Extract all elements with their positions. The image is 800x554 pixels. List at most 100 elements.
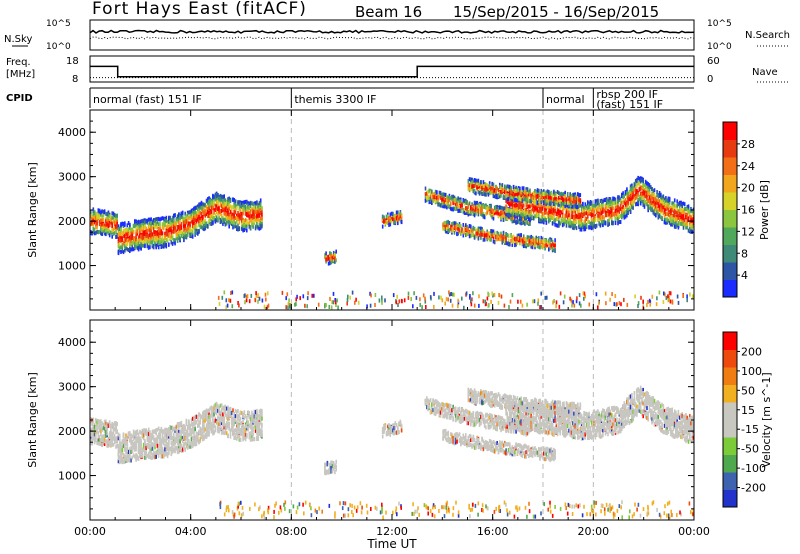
scatter-cell [605, 301, 607, 306]
scatter-cell [473, 226, 476, 231]
scatter-cell [623, 207, 626, 212]
scatter-cell [504, 190, 506, 195]
scatter-cell [667, 197, 670, 202]
scatter-cell [141, 229, 144, 234]
scatter-cell [616, 203, 618, 208]
scatter-cell [229, 217, 232, 222]
scatter-cell [544, 195, 546, 200]
scatter-cell [558, 191, 560, 196]
scatter-cell [238, 202, 241, 207]
scatter-cell [122, 230, 125, 235]
scatter-cell [676, 207, 678, 211]
scatter-cell [252, 215, 254, 220]
scatter-cell [585, 204, 588, 209]
scatter-cell [486, 233, 488, 238]
scatter-cell [570, 223, 573, 228]
scatter-cell [571, 199, 574, 204]
scatter-cell [660, 193, 662, 198]
scatter-cell [219, 196, 222, 201]
scatter-cell [456, 232, 458, 237]
scatter-cell [510, 212, 512, 217]
scatter-cell [658, 204, 661, 209]
scatter-cell [499, 212, 501, 217]
scatter-cell [500, 210, 502, 215]
scatter-cell [643, 183, 646, 188]
scatter-cell [137, 219, 140, 224]
scatter-cell [512, 234, 515, 239]
scatter-cell [461, 203, 463, 208]
scatter-cell [522, 203, 525, 208]
scatter-cell [551, 193, 554, 198]
scatter-cell [193, 215, 195, 220]
scatter-cell [214, 208, 217, 212]
scatter-cell [124, 244, 126, 249]
scatter-cell [578, 301, 581, 306]
scatter-cell [476, 203, 478, 208]
scatter-cell [525, 237, 527, 242]
scatter-cell [203, 224, 205, 229]
scatter-cell [613, 196, 616, 201]
scatter-cell [473, 189, 476, 194]
scatter-cell [220, 204, 223, 209]
scatter-cell [499, 182, 501, 187]
scatter-cell [521, 192, 524, 196]
scatter-cell [675, 210, 677, 215]
scatter-cell [561, 196, 564, 201]
scatter-cell [334, 298, 336, 302]
scatter-cell [678, 200, 681, 205]
scatter-cell [515, 198, 517, 202]
scatter-cell [383, 219, 385, 224]
scatter-cell [92, 226, 95, 231]
scatter-cell [524, 243, 526, 248]
scatter-cell [147, 234, 150, 239]
scatter-cell [248, 220, 251, 225]
scatter-cell [510, 202, 512, 207]
scatter-cell [452, 228, 454, 233]
scatter-cell [97, 213, 100, 218]
scatter-cell [573, 218, 575, 223]
scatter-cell [467, 204, 470, 209]
scatter-cell [522, 195, 525, 200]
scatter-cell [509, 195, 511, 200]
scatter-cell [486, 237, 488, 242]
scatter-cell [477, 202, 480, 207]
scatter-cell [540, 235, 543, 240]
scatter-cell [609, 204, 612, 209]
scatter-cell [636, 189, 638, 194]
scatter-cell [650, 185, 652, 190]
scatter-cell [203, 210, 205, 215]
scatter-cell [544, 199, 546, 204]
scatter-cell [526, 194, 529, 199]
scatter-cell [556, 210, 559, 214]
scatter-cell [190, 213, 193, 218]
scatter-cell [593, 217, 595, 222]
scatter-cell [436, 199, 438, 204]
scatter-cell [538, 213, 540, 218]
scatter-cell [627, 200, 629, 205]
scatter-cell [568, 213, 570, 218]
scatter-cell [237, 223, 239, 228]
scatter-cell [519, 186, 521, 191]
freq-left-label-line1: Freq. [6, 57, 31, 68]
scatter-cell [224, 206, 227, 211]
scatter-cell [210, 222, 213, 226]
scatter-cell [137, 235, 140, 240]
scatter-cell [673, 220, 676, 225]
scatter-cell [150, 217, 152, 222]
scatter-cell [627, 191, 629, 196]
scatter-cell [120, 250, 122, 254]
scatter-cell [101, 232, 103, 236]
scatter-cell [166, 232, 169, 237]
scatter-cell [161, 216, 164, 221]
scatter-cell [458, 222, 461, 226]
scatter-cell [558, 208, 560, 213]
scatter-cell [121, 221, 124, 226]
scatter-cell [152, 237, 155, 242]
scatter-cell [519, 205, 521, 210]
scatter-cell [203, 202, 205, 207]
scatter-cell [185, 214, 188, 219]
scatter-cell [154, 232, 156, 237]
scatter-cell [661, 203, 663, 207]
scatter-cell [157, 216, 160, 221]
scatter-cell [161, 244, 164, 249]
